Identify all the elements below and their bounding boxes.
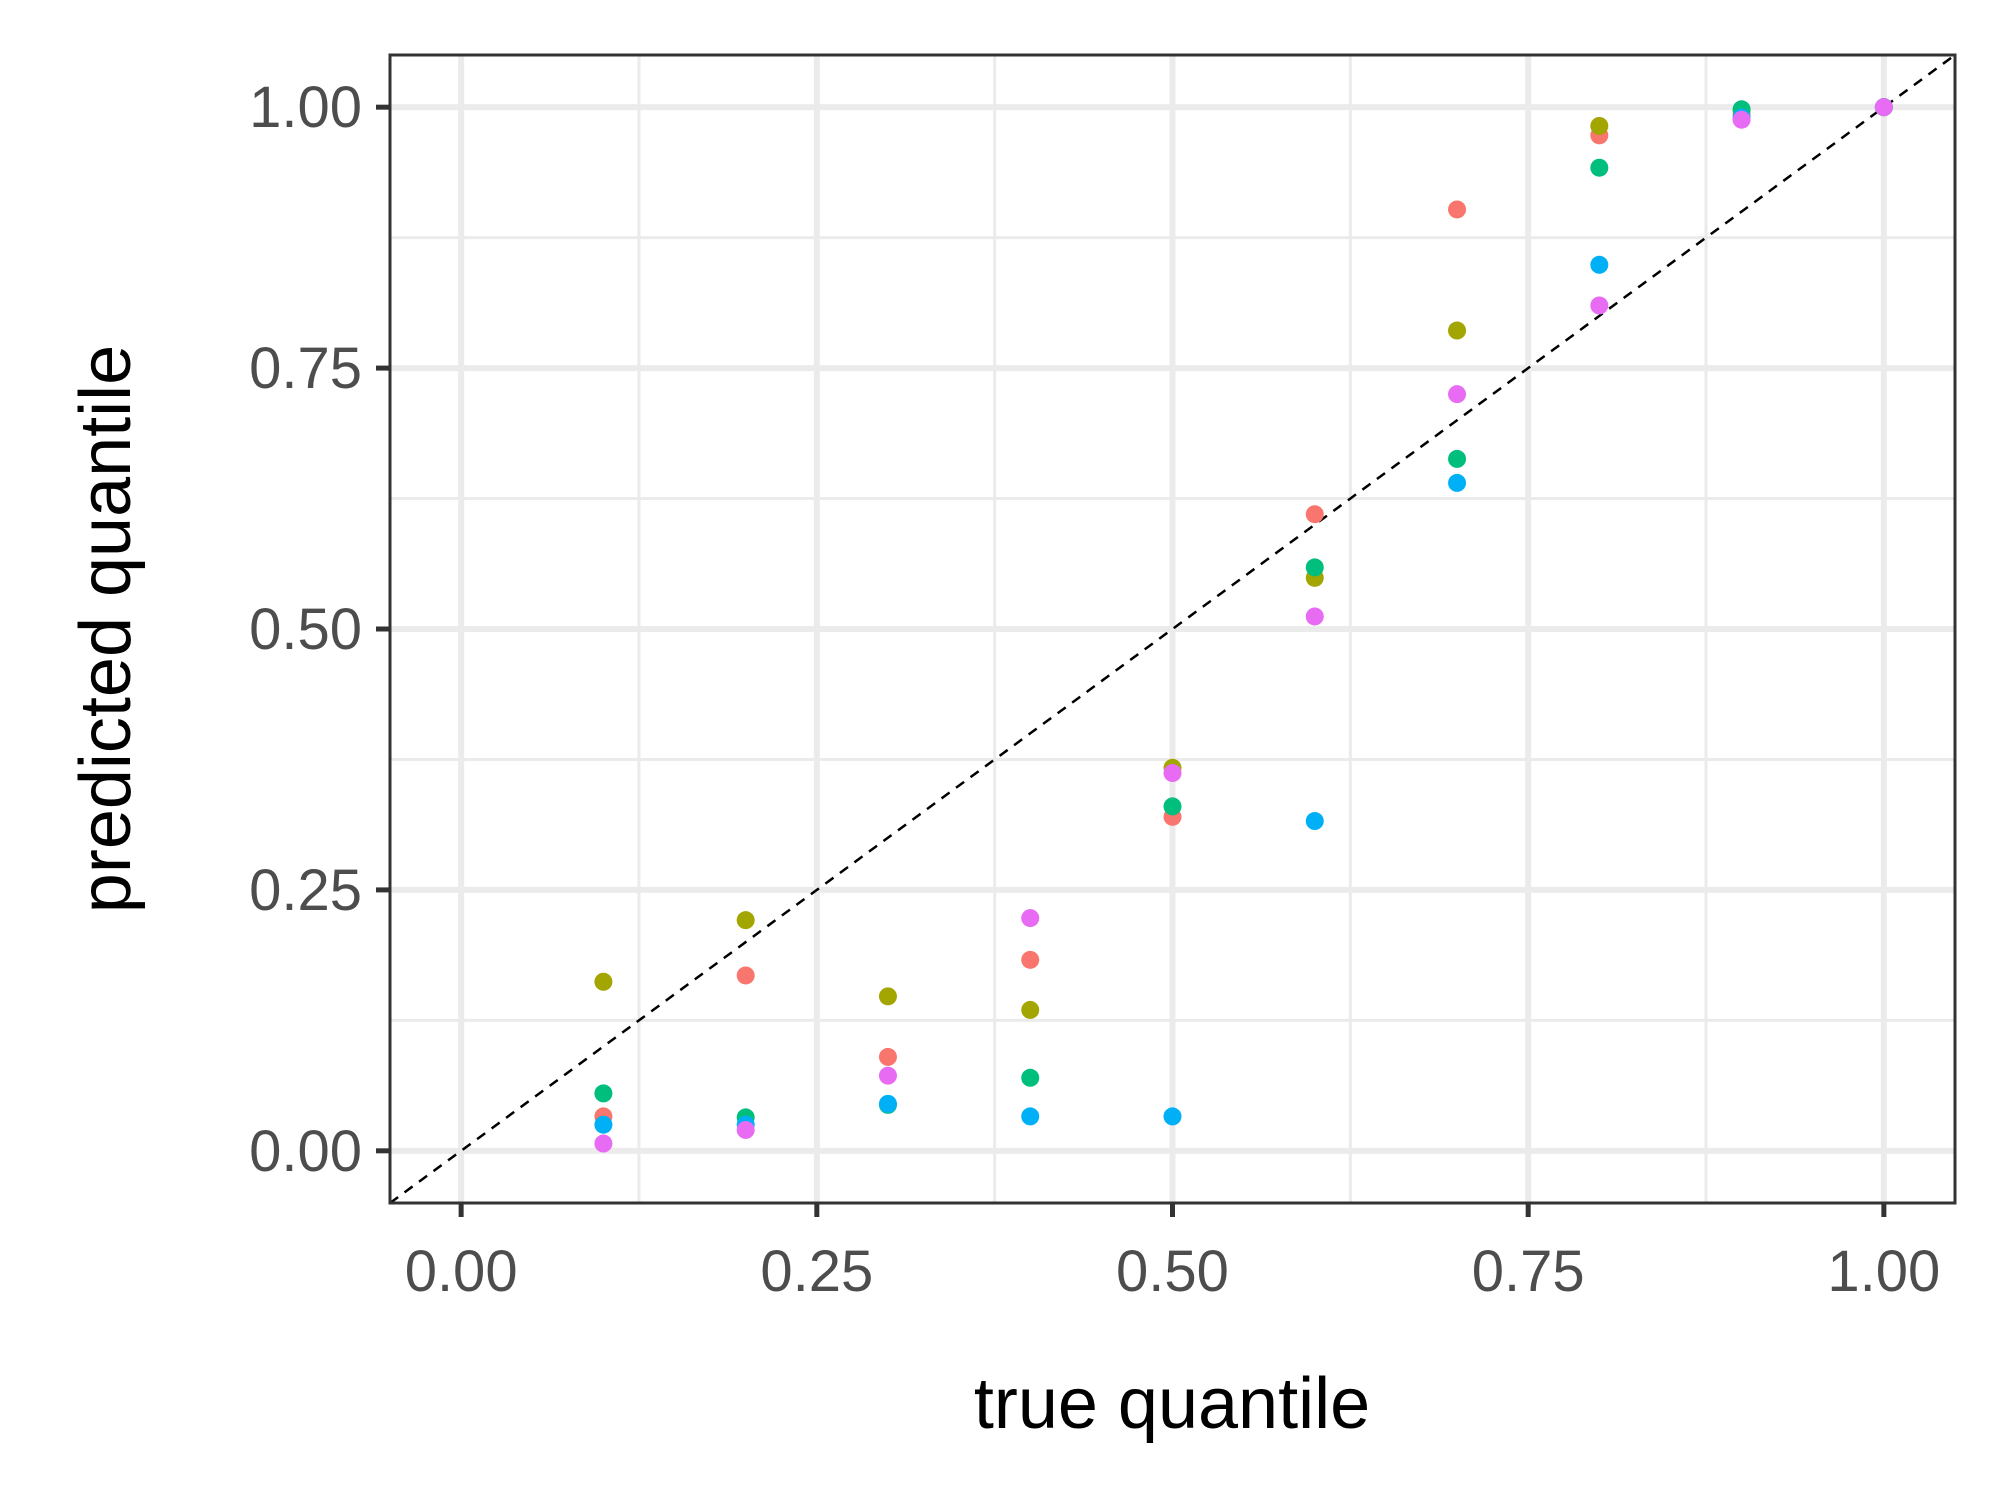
x-tick-label-4: 1.00 xyxy=(1827,1239,1940,1304)
y-tick-label-1: 0.25 xyxy=(249,858,362,923)
point-s0-5 xyxy=(1305,505,1324,524)
point-s3-5 xyxy=(1305,812,1324,831)
point-s4-3 xyxy=(1021,909,1040,928)
y-tick-label-0: 0.00 xyxy=(249,1119,362,1184)
point-s3-2 xyxy=(878,1094,897,1113)
point-s1-7 xyxy=(1590,116,1609,135)
y-tick-label-2: 0.50 xyxy=(249,597,362,662)
point-s3-7 xyxy=(1590,255,1609,274)
point-s0-2 xyxy=(878,1047,897,1066)
point-s4-0 xyxy=(594,1134,613,1153)
point-s0-3 xyxy=(1021,950,1040,969)
point-s4-8 xyxy=(1732,110,1751,129)
point-s2-5 xyxy=(1305,558,1324,577)
point-s2-4 xyxy=(1163,797,1182,816)
point-s0-6 xyxy=(1448,200,1467,219)
point-s4-9 xyxy=(1874,98,1893,117)
point-s2-3 xyxy=(1021,1068,1040,1087)
data-points xyxy=(594,98,1893,1153)
point-s4-6 xyxy=(1448,385,1467,404)
point-s2-6 xyxy=(1448,449,1467,468)
y-axis-ticks: 0.00 0.25 0.50 0.75 1.00 xyxy=(249,75,390,1184)
major-gridlines xyxy=(390,55,1955,1203)
point-s1-0 xyxy=(594,972,613,991)
x-tick-label-0: 0.00 xyxy=(405,1239,518,1304)
y-tick-label-4: 1.00 xyxy=(249,75,362,140)
x-tick-label-2: 0.50 xyxy=(1116,1239,1229,1304)
point-s3-6 xyxy=(1448,473,1467,492)
point-s4-4 xyxy=(1163,764,1182,783)
point-s1-3 xyxy=(1021,1000,1040,1019)
y-axis-title: predicted quantile xyxy=(66,345,146,913)
x-axis-ticks: 0.00 0.25 0.50 0.75 1.00 xyxy=(405,1203,1940,1304)
point-s2-0 xyxy=(594,1084,613,1103)
x-axis-title: true quantile xyxy=(974,1364,1370,1444)
series-4 xyxy=(594,98,1893,1153)
point-s4-1 xyxy=(736,1120,755,1139)
point-s4-7 xyxy=(1590,296,1609,315)
point-s4-5 xyxy=(1305,607,1324,626)
point-s1-6 xyxy=(1448,321,1467,340)
y-tick-label-3: 0.75 xyxy=(249,336,362,401)
point-s1-1 xyxy=(736,911,755,930)
point-s0-1 xyxy=(736,966,755,985)
point-s1-2 xyxy=(878,987,897,1006)
point-s4-2 xyxy=(878,1066,897,1085)
point-s3-0 xyxy=(594,1115,613,1134)
point-s3-4 xyxy=(1163,1107,1182,1126)
x-tick-label-1: 0.25 xyxy=(760,1239,873,1304)
x-tick-label-3: 0.75 xyxy=(1472,1239,1585,1304)
point-s2-7 xyxy=(1590,158,1609,177)
point-s3-3 xyxy=(1021,1107,1040,1126)
